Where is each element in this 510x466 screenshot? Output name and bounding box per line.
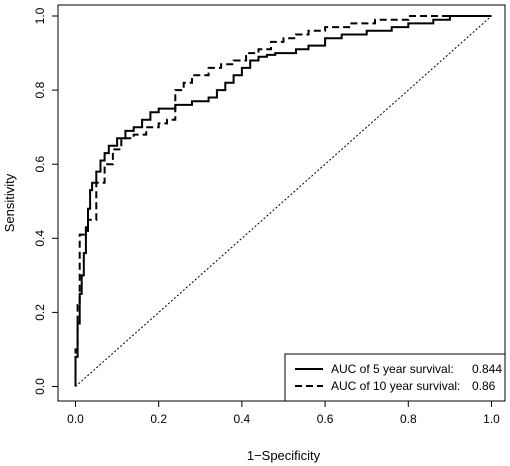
reference-layer	[75, 15, 492, 387]
legend-label: AUC of 5 year survival:	[331, 362, 454, 376]
x-tick-label: 0.4	[234, 412, 251, 426]
legend-auc-value: 0.844	[472, 362, 502, 376]
reference-diagonal-line	[75, 15, 492, 387]
x-tick-label: 1.0	[483, 412, 500, 426]
plot-frame	[57, 4, 506, 402]
y-tick-label: 1.0	[33, 7, 47, 24]
y-tick-label: 0.8	[33, 81, 47, 98]
x-axis-title: 1−Specificity	[247, 448, 321, 463]
y-axis-title: Sensitivity	[2, 173, 17, 232]
series-layer	[74, 15, 492, 387]
x-axis: 0.0 0.2 0.4 0.6 0.8 1.0	[67, 401, 500, 426]
y-axis: 0.0 0.2 0.4 0.6 0.8 1.0	[33, 7, 58, 395]
x-tick-label: 0.6	[317, 412, 334, 426]
y-tick-label: 0.2	[33, 304, 47, 321]
series-5-year-line	[74, 15, 492, 387]
x-tick-label: 0.2	[150, 412, 167, 426]
y-tick-label: 0.0	[33, 378, 47, 395]
legend-label: AUC of 10 year survival:	[331, 379, 460, 393]
legend-auc-value: 0.86	[472, 379, 496, 393]
legend-box	[284, 353, 506, 402]
x-tick-label: 0.0	[67, 412, 84, 426]
y-tick-label: 0.4	[33, 230, 47, 247]
legend: AUC of 5 year survival: 0.844 AUC of 10 ye…	[284, 353, 506, 402]
x-tick-label: 0.8	[400, 412, 417, 426]
y-tick-label: 0.6	[33, 156, 47, 173]
